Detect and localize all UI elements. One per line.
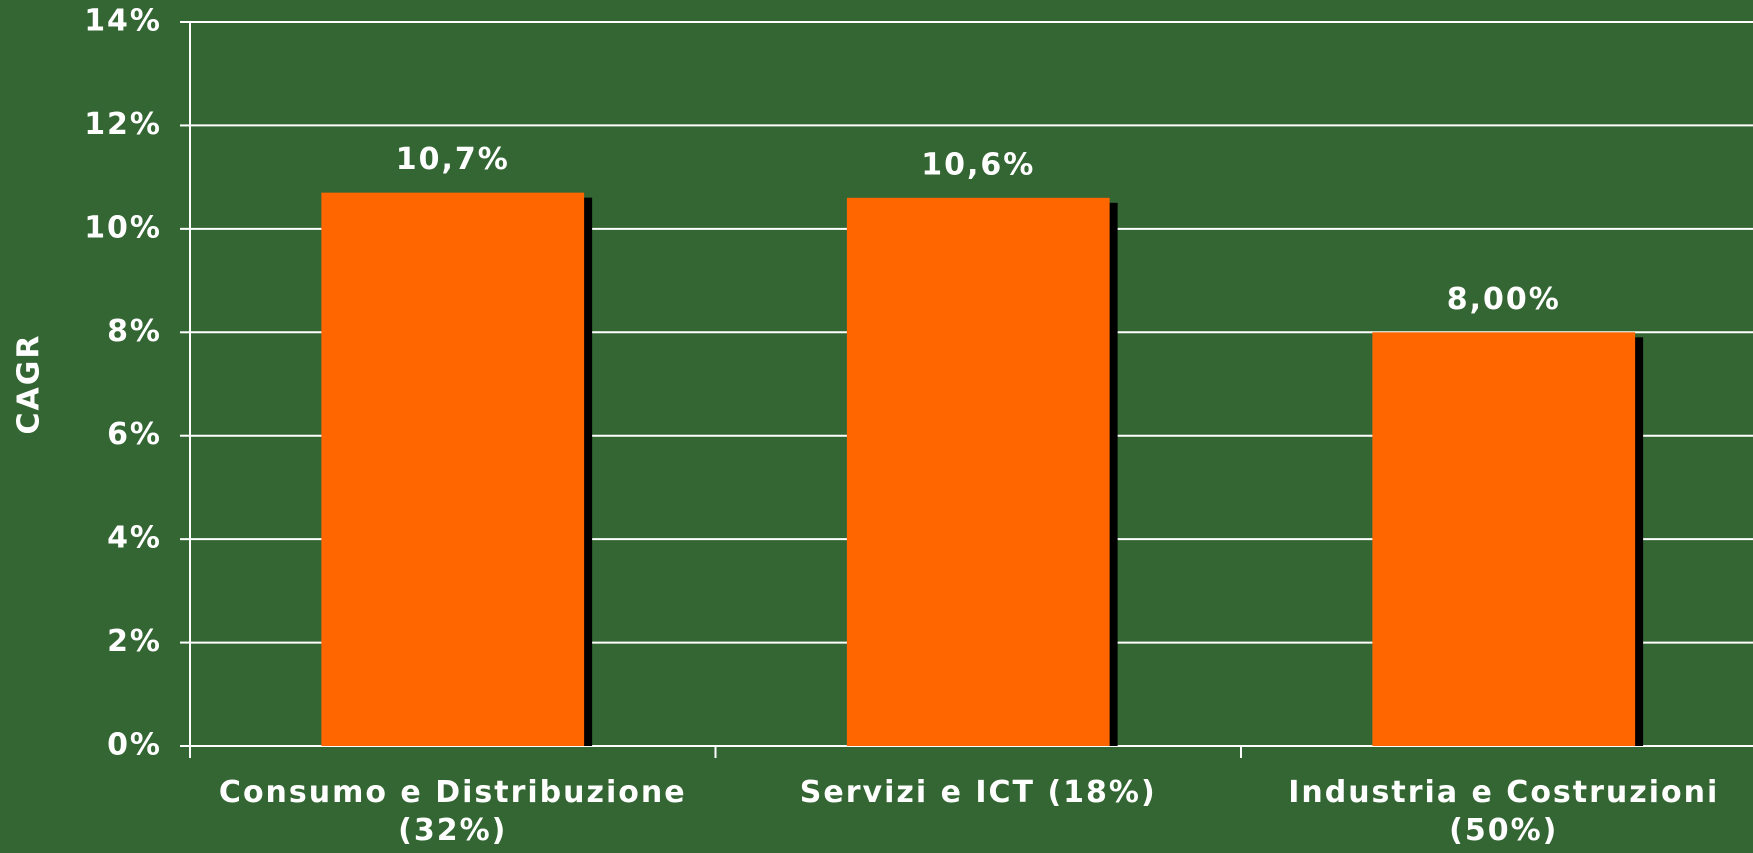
x-tick-label: Servizi e ICT (18%) — [799, 775, 1157, 810]
bar — [1372, 332, 1636, 746]
bar — [846, 197, 1110, 747]
y-tick-label: 10% — [84, 210, 162, 245]
value-label: 10,6% — [921, 147, 1035, 182]
bar — [321, 192, 585, 746]
x-tick-label: Consumo e Distribuzione (32%) — [218, 775, 687, 848]
y-axis-label: CAGR — [12, 334, 47, 435]
y-tick-label: 0% — [107, 728, 162, 763]
y-tick-label: 14% — [84, 4, 162, 39]
value-label: 8,00% — [1447, 282, 1561, 317]
y-tick-label: 12% — [84, 107, 162, 142]
y-tick-label: 8% — [107, 314, 162, 349]
value-label: 10,7% — [396, 142, 510, 177]
y-tick-label: 4% — [107, 521, 162, 556]
x-tick-label: Industria e Costruzioni (50%) — [1288, 775, 1720, 848]
y-tick-label: 2% — [107, 624, 162, 659]
y-tick-label: 6% — [107, 417, 162, 452]
